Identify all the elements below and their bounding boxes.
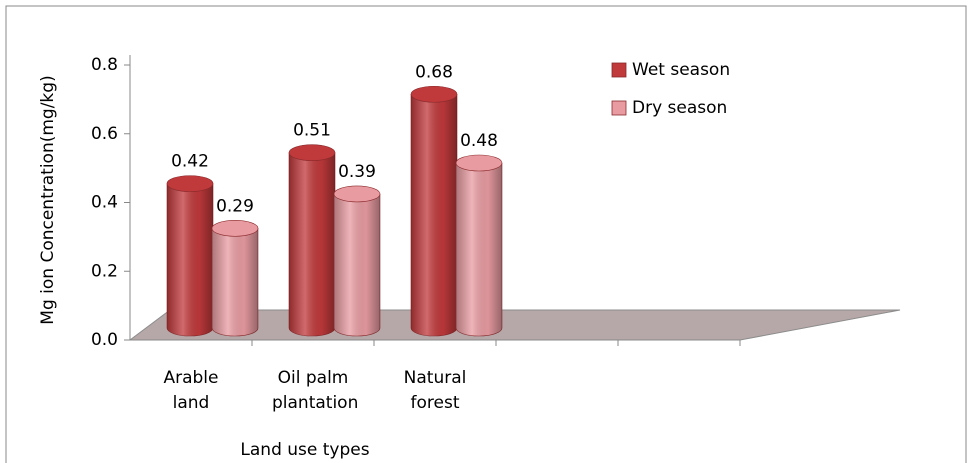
cylinder-shade xyxy=(289,152,335,336)
cylinder-top xyxy=(455,154,503,172)
legend-swatch xyxy=(611,62,627,78)
cylinder-shade xyxy=(334,193,380,336)
y-tick-label: 0.6 xyxy=(91,124,118,144)
x-tick-label: Natural forest xyxy=(403,368,467,413)
cylinder-top xyxy=(288,144,336,161)
y-tick-label: 0.2 xyxy=(91,261,118,281)
x-tick-label: Oil palm plantation xyxy=(272,368,359,413)
legend-swatch xyxy=(611,100,627,116)
cylinder-top xyxy=(410,85,458,103)
y-tick-label: 0.0 xyxy=(91,330,118,350)
cylinder-top xyxy=(333,185,381,203)
legend-label: Dry season xyxy=(632,98,727,118)
x-axis-title: Land use types xyxy=(240,440,369,460)
cylinder-top xyxy=(166,175,214,192)
y-axis-title: Mg ion Concentration(mg/kg) xyxy=(38,75,58,324)
legend-label: Wet season xyxy=(632,60,730,80)
cylinder-shade xyxy=(212,228,258,336)
y-tick-label: 0.8 xyxy=(91,55,118,75)
x-tick-label: Arable land xyxy=(163,368,219,413)
y-tick-label: 0.4 xyxy=(91,193,118,213)
data-label: 0.68 xyxy=(415,62,453,82)
cylinder-shade xyxy=(456,163,502,336)
cylinder-shade xyxy=(411,94,457,336)
data-label: 0.42 xyxy=(171,152,209,172)
cylinder-shade xyxy=(167,183,213,336)
data-label: 0.48 xyxy=(460,131,498,151)
cylinder-top xyxy=(211,220,259,237)
data-label: 0.39 xyxy=(338,162,376,182)
data-label: 0.29 xyxy=(216,196,254,216)
chart-border xyxy=(5,5,967,463)
data-label: 0.51 xyxy=(293,121,331,141)
